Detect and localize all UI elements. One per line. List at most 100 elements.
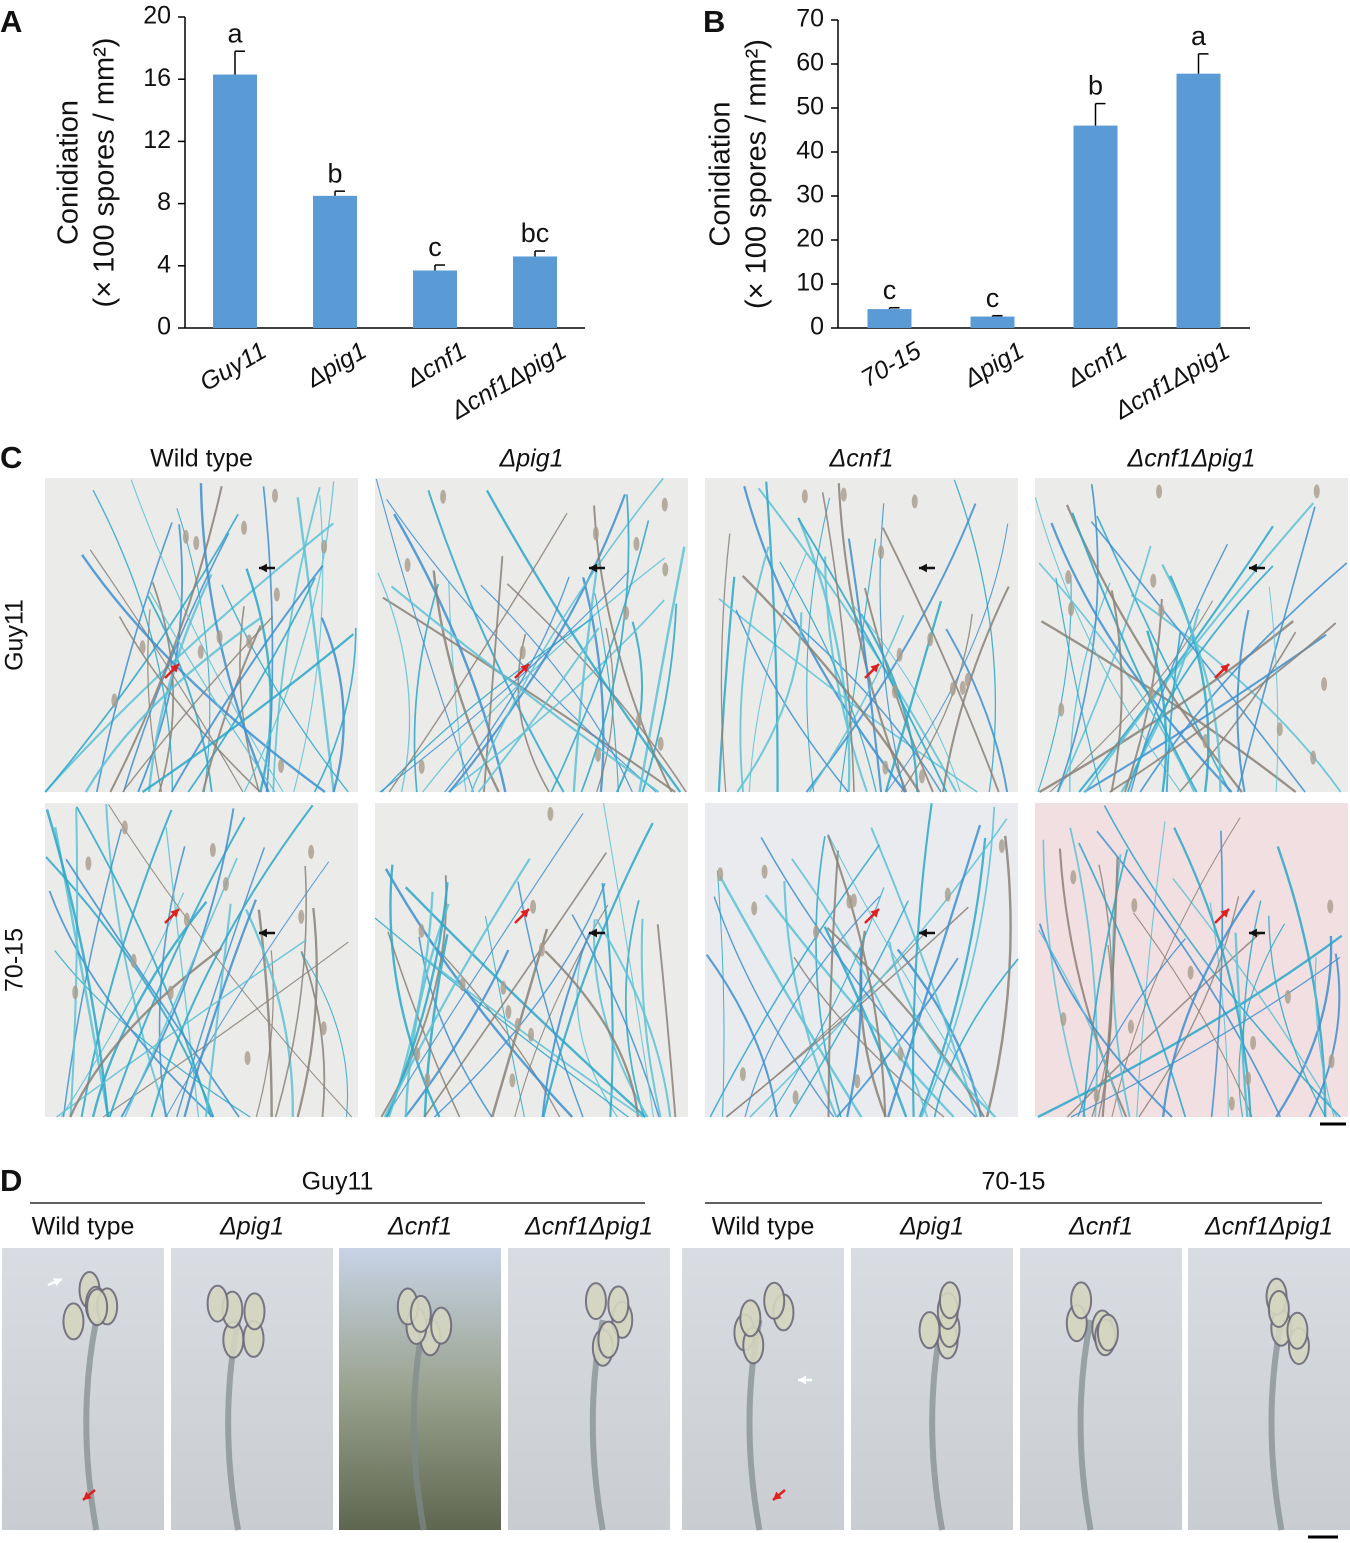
spore bbox=[1327, 899, 1334, 914]
arrow-head bbox=[870, 909, 879, 918]
hypha bbox=[124, 857, 238, 1118]
spore bbox=[1070, 870, 1077, 885]
hypha bbox=[1268, 586, 1279, 793]
hypha bbox=[1161, 563, 1222, 793]
hypha bbox=[1066, 931, 1262, 1118]
spore bbox=[197, 644, 204, 659]
conidium bbox=[243, 1292, 266, 1331]
y-tick-label: 10 bbox=[796, 269, 824, 297]
hypha bbox=[1040, 620, 1297, 793]
spore bbox=[538, 942, 545, 957]
spore bbox=[944, 887, 951, 902]
hypha bbox=[69, 947, 223, 1118]
hypha bbox=[779, 561, 877, 793]
hypha bbox=[149, 591, 276, 793]
hypha bbox=[783, 880, 838, 1118]
y-tick-label: 16 bbox=[143, 64, 171, 92]
hypha bbox=[884, 600, 943, 793]
arrow-head bbox=[1249, 928, 1257, 938]
conidiophore bbox=[410, 1319, 427, 1531]
spore bbox=[1187, 965, 1194, 980]
hypha bbox=[571, 914, 660, 1118]
hypha bbox=[137, 524, 183, 793]
spore bbox=[635, 713, 642, 728]
spore bbox=[547, 806, 554, 821]
column-header: Wild type bbox=[150, 445, 253, 473]
hypha bbox=[720, 533, 731, 793]
spore bbox=[662, 562, 669, 577]
spore bbox=[1148, 686, 1155, 701]
micrograph bbox=[1020, 1248, 1182, 1530]
hypha bbox=[550, 520, 650, 793]
hypha bbox=[887, 824, 982, 1118]
hypha bbox=[176, 508, 211, 793]
hypha bbox=[485, 489, 682, 793]
hypha bbox=[945, 628, 1009, 793]
spore bbox=[1313, 484, 1320, 499]
hypha bbox=[718, 875, 863, 1118]
y-tick-label: 8 bbox=[157, 188, 171, 216]
hypha bbox=[920, 806, 996, 1118]
arrow-head bbox=[53, 1278, 62, 1287]
spore bbox=[111, 693, 118, 708]
micrograph-detail bbox=[45, 804, 353, 1118]
spore bbox=[1321, 677, 1328, 692]
hypha bbox=[1096, 515, 1231, 793]
spore bbox=[182, 529, 189, 544]
hypha bbox=[985, 835, 1012, 1118]
hypha bbox=[1055, 577, 1102, 793]
arrow-head bbox=[170, 664, 179, 673]
hypha bbox=[765, 481, 779, 793]
hypha bbox=[805, 503, 977, 793]
conidium bbox=[918, 1311, 941, 1350]
significance-label: b bbox=[1088, 71, 1103, 101]
conidium bbox=[206, 1284, 229, 1323]
bar bbox=[413, 270, 457, 328]
hypha bbox=[45, 809, 110, 1118]
column-header: Wild type bbox=[32, 1213, 135, 1241]
y-tick-label: 40 bbox=[796, 137, 824, 165]
arrow-head bbox=[520, 909, 529, 918]
spore bbox=[801, 489, 808, 504]
hypha bbox=[448, 581, 467, 793]
hypha bbox=[379, 570, 630, 793]
column-header: Δpig1 bbox=[498, 445, 563, 473]
hypha bbox=[239, 606, 260, 793]
bar bbox=[213, 74, 257, 328]
spore bbox=[1245, 1071, 1252, 1086]
micrograph bbox=[682, 1248, 844, 1530]
spore bbox=[246, 634, 253, 649]
hypha bbox=[757, 487, 958, 793]
spore bbox=[1065, 570, 1072, 585]
y-axis-label: Conidiation bbox=[705, 101, 737, 246]
spore bbox=[813, 924, 820, 939]
hypha bbox=[1126, 565, 1274, 793]
hypha bbox=[382, 596, 676, 793]
micrograph bbox=[171, 1248, 333, 1530]
hypha bbox=[1042, 839, 1086, 1118]
spore bbox=[1328, 1054, 1335, 1069]
conidium bbox=[763, 1281, 786, 1320]
hypha bbox=[870, 827, 978, 1118]
micrograph-detail bbox=[1037, 805, 1343, 1119]
hypha bbox=[1109, 622, 1337, 793]
spore bbox=[891, 684, 898, 699]
hypha bbox=[1038, 929, 1123, 1118]
hypha bbox=[44, 513, 239, 793]
hypha bbox=[918, 837, 987, 1118]
hypha bbox=[384, 868, 574, 1118]
spore bbox=[846, 894, 853, 909]
conidium bbox=[62, 1302, 85, 1341]
hypha bbox=[1069, 827, 1098, 1118]
y-tick-label: 0 bbox=[157, 313, 171, 341]
spore bbox=[418, 923, 425, 938]
hypha bbox=[1210, 830, 1224, 1118]
spore bbox=[911, 494, 918, 509]
spore bbox=[193, 536, 200, 551]
spore bbox=[661, 497, 668, 512]
spore bbox=[1228, 1096, 1235, 1111]
x-tick-label: Δpig1 bbox=[301, 337, 371, 394]
spore bbox=[139, 640, 146, 655]
hypha bbox=[912, 803, 933, 1118]
spore bbox=[918, 769, 925, 784]
